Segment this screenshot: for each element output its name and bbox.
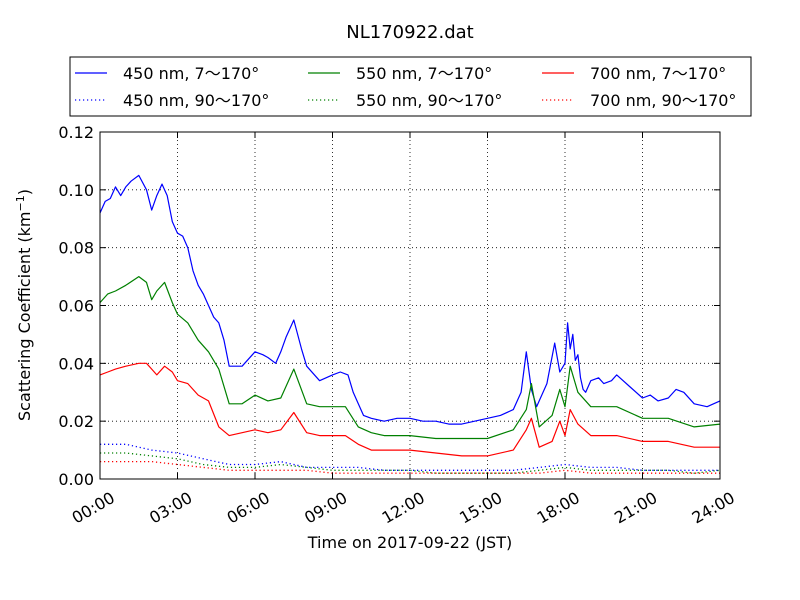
y-tick-label: 0.10 [58, 181, 94, 200]
legend-label-5: 700 nm, 90～170° [590, 91, 736, 110]
legend-frame [69, 56, 752, 117]
legend-label-1: 450 nm, 90～170° [123, 91, 269, 110]
grid [100, 132, 720, 479]
series-line-3 [100, 452, 721, 474]
y-tick-label: 0.06 [58, 297, 94, 316]
legend: 450 nm, 7～170° 450 nm, 90～170° 550 nm, 7～1… [69, 56, 752, 117]
series-line-2 [99, 276, 721, 440]
y-tick-label: 0.02 [58, 412, 94, 431]
series-layer [99, 174, 721, 474]
y-axis-label-close: ) [15, 189, 34, 195]
legend-label-4: 700 nm, 7～170° [590, 64, 726, 83]
legend-label-3: 550 nm, 90～170° [356, 91, 502, 110]
legend-label-2: 550 nm, 7～170° [356, 64, 492, 83]
legend-label-0: 450 nm, 7～170° [123, 64, 259, 83]
series-line-1 [100, 443, 720, 471]
y-axis-label-exponent: −1 [14, 195, 27, 211]
y-axis-label-text: Scattering Coefficient (km [15, 211, 34, 421]
y-tick-label: 0.04 [58, 354, 94, 373]
plot-frame [99, 131, 721, 480]
series-line-0 [99, 174, 721, 425]
y-tick-label: 0.08 [58, 239, 94, 258]
y-axis-label: Scattering Coefficient (km−1) [14, 189, 35, 421]
y-tick-label: 0.12 [58, 123, 94, 142]
chart-title: NL170922.dat [346, 22, 473, 43]
y-tick-label: 0.00 [58, 470, 94, 489]
x-axis-label: Time on 2017-09-22 (JST) [307, 533, 512, 552]
series-line-4 [99, 362, 720, 457]
